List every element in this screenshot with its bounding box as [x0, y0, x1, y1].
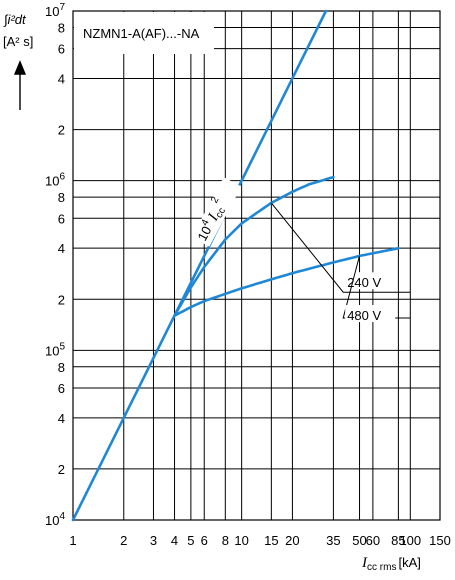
- y-tick-label-11: 2: [58, 123, 65, 138]
- x-tick-label-4: 5: [187, 533, 194, 548]
- y-tick-label-14: 8: [58, 20, 65, 35]
- x-tick-label-7: 10: [234, 533, 248, 548]
- series-10e4-sub: cc: [214, 206, 228, 220]
- x-tick-label-5: 6: [201, 533, 208, 548]
- title-box: [74, 12, 214, 54]
- y-tick-label-13: 6: [58, 42, 65, 57]
- y-tick-label-4: 8: [58, 360, 65, 375]
- x-tick-label-3: 4: [171, 533, 178, 548]
- annotations: 240 V 480 V 104Icc2: [191, 177, 411, 323]
- x-axis-subscript: cc rms: [367, 562, 396, 573]
- y-tick-base: 10: [45, 513, 59, 528]
- x-axis-unit: [kA]: [398, 555, 420, 570]
- x-tick-label-9: 20: [285, 533, 299, 548]
- y-tick-base: 10: [45, 343, 59, 358]
- y-axis-integral-label: ∫i²dt: [3, 12, 27, 27]
- x-tick-label-2: 3: [150, 533, 157, 548]
- x-tick-label-13: 85: [391, 533, 405, 548]
- y-axis-arrow-icon: [13, 60, 27, 110]
- y-axis-unit-label: [A² s]: [3, 34, 33, 49]
- series-240v-label-bg: [345, 272, 396, 290]
- series-10e4-exp: 2: [209, 195, 222, 205]
- y-tick-base: 10: [45, 4, 59, 19]
- x-tick-label-14: 100: [399, 533, 421, 548]
- series-240v-leader: [270, 202, 411, 293]
- series-240v-label: 240 V: [347, 275, 381, 290]
- y-tick-label-7: 4: [58, 241, 65, 256]
- curves: [71, 9, 400, 522]
- series-10e4-coef: 10: [194, 224, 214, 244]
- y-tick-exponent: 4: [59, 511, 65, 522]
- series-10e4-coef-exp: 4: [199, 217, 212, 227]
- series-10e4-label-bg: [191, 177, 242, 247]
- x-tick-label-11: 50: [352, 533, 366, 548]
- series-480v-label-bg: [345, 305, 396, 323]
- y-tick-label-1: 2: [58, 462, 65, 477]
- x-tick-label-15: 150: [429, 533, 451, 548]
- series-10e4-label-group: 104Icc2: [191, 177, 242, 247]
- y-tick-label-5: 105: [45, 341, 65, 358]
- y-tick-base: 10: [45, 174, 59, 189]
- series-line-2: [173, 246, 400, 317]
- y-tick-label-6: 2: [58, 292, 65, 307]
- y-tick-exponent: 5: [59, 341, 65, 352]
- x-axis-label-background: [352, 548, 452, 576]
- x-tick-label-0: 1: [69, 533, 76, 548]
- y-tick-exponent: 6: [59, 172, 65, 183]
- x-axis-label-text: Icc rms [kA]: [361, 555, 421, 573]
- chart-title: NZMN1-A(AF)...-NA: [83, 26, 200, 41]
- x-tick-label-12: 60: [366, 533, 380, 548]
- x-tick-label-10: 35: [326, 533, 340, 548]
- y-tick-label-15: 107: [45, 2, 65, 19]
- y-tick-label-9: 8: [58, 190, 65, 205]
- x-tick-label-8: 15: [264, 533, 278, 548]
- y-tick-label-12: 4: [58, 72, 65, 87]
- series-480v-label: 480 V: [347, 308, 381, 323]
- x-tick-label-1: 2: [120, 533, 127, 548]
- series-line-1: [173, 175, 335, 317]
- plot-frame: [72, 10, 441, 521]
- y-tick-label-0: 104: [45, 511, 65, 528]
- grid-lines: [72, 10, 441, 521]
- x-axis-symbol: I: [361, 555, 368, 571]
- x-tick-label-6: 8: [222, 533, 229, 548]
- y-tick-label-8: 6: [58, 211, 65, 226]
- y-tick-exponent: 7: [59, 2, 65, 13]
- y-tick-label-2: 4: [58, 411, 65, 426]
- y-tick-label-10: 106: [45, 172, 65, 189]
- y-axis-label: ∫i²dt [A² s]: [3, 12, 33, 110]
- x-axis-label: Icc rms [kA]: [352, 548, 452, 576]
- series-line-0: [71, 9, 328, 522]
- y-tick-label-3: 6: [58, 381, 65, 396]
